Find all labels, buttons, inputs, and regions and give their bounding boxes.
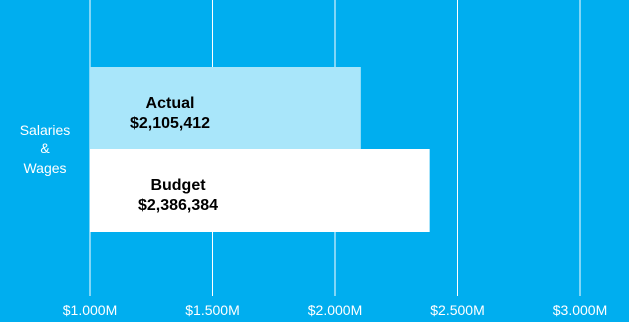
x-tick-label: $2.500M — [430, 302, 484, 318]
bar-value-label: $2,386,384 — [138, 197, 218, 214]
bar-series-label: Budget — [150, 177, 206, 194]
category-label-line: Salaries — [20, 122, 71, 138]
x-axis: $1.000M $1.500M $2.000M $2.500M $3.000M — [63, 302, 607, 318]
category-label-line: Wages — [23, 160, 66, 176]
bar-value-label: $2,105,412 — [130, 115, 210, 132]
category-label-line: & — [40, 140, 50, 156]
x-tick-label: $3.000M — [553, 302, 607, 318]
x-tick-label: $1.500M — [185, 302, 239, 318]
bars: Actual $2,105,412 Budget $2,386,384 — [90, 67, 430, 232]
bar-budget — [90, 149, 430, 232]
bar-series-label: Actual — [146, 95, 195, 112]
bar-actual — [90, 67, 361, 150]
y-axis: Salaries & Wages — [20, 122, 71, 176]
x-tick-label: $1.000M — [63, 302, 117, 318]
x-tick-label: $2.000M — [308, 302, 362, 318]
